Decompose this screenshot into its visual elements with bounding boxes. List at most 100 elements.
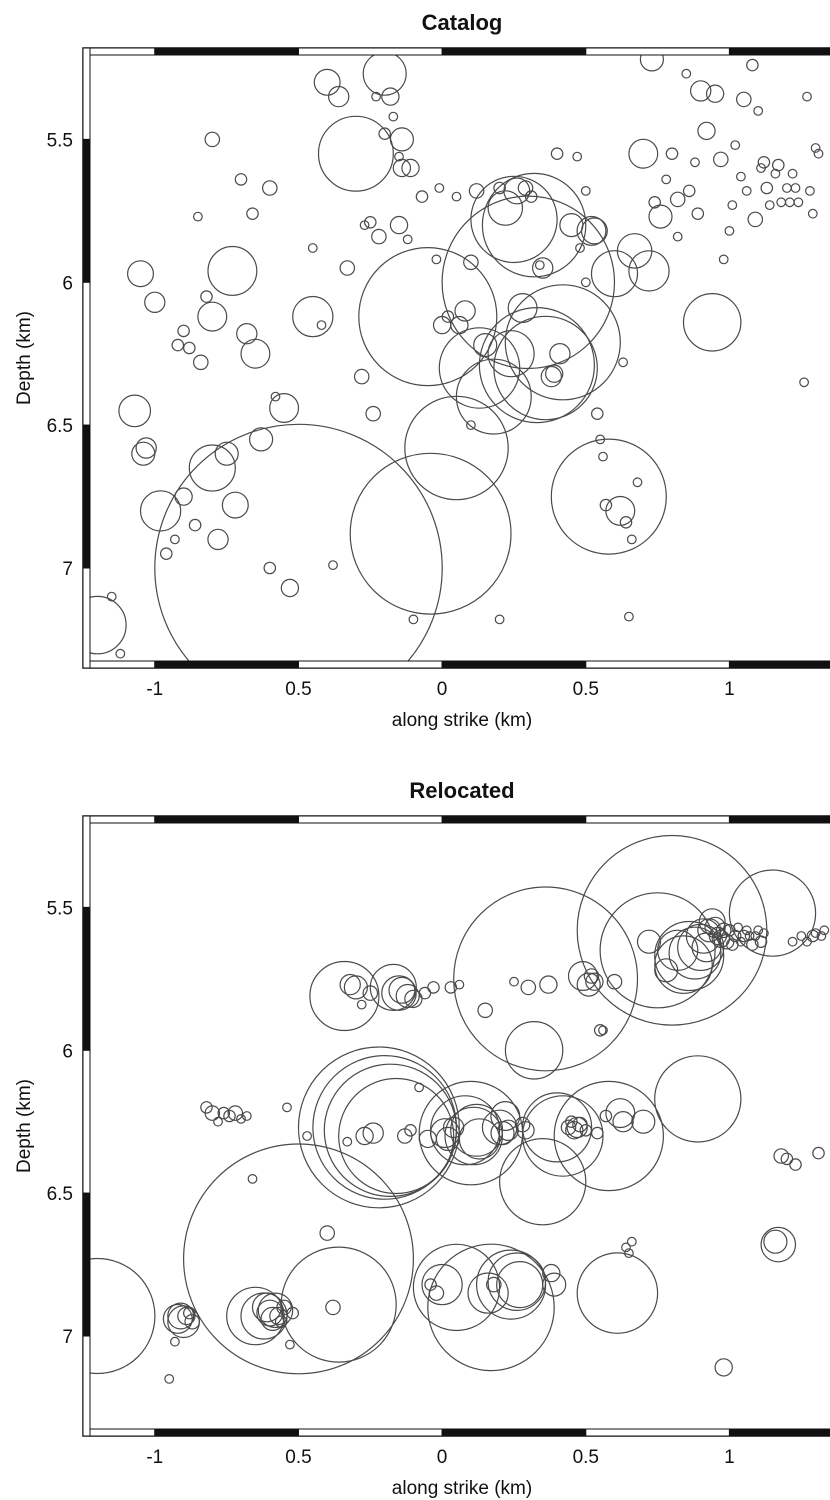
event-circle: [362, 1122, 384, 1144]
event-circle: [389, 127, 414, 152]
event-circle: [559, 213, 584, 238]
event-circle: [285, 1339, 295, 1350]
plot-frame-inner: [89, 54, 830, 662]
event-circle: [412, 1243, 501, 1332]
event-circle: [381, 975, 417, 1011]
event-circle: [780, 1152, 794, 1166]
event-circle: [509, 976, 519, 987]
event-circle: [234, 173, 248, 186]
event-circle: [392, 158, 412, 178]
frame-bar-bottom: [154, 1428, 299, 1437]
frame-bar-top: [728, 47, 830, 56]
event-points: [83, 834, 830, 1384]
event-circle: [177, 324, 190, 338]
event-circle: [612, 1110, 634, 1133]
event-circle: [487, 190, 524, 226]
event-circle: [672, 231, 683, 242]
event-circle: [560, 1119, 577, 1136]
event-circle: [227, 1105, 244, 1121]
event-circle: [339, 260, 356, 276]
event-circle: [349, 452, 512, 615]
event-circle: [126, 260, 154, 288]
event-circle: [549, 343, 571, 365]
event-circle: [567, 960, 598, 991]
frame-bar-left: [82, 1335, 91, 1437]
event-circle: [309, 960, 380, 1032]
event-circle: [524, 190, 538, 203]
event-circle: [572, 151, 583, 162]
frame-bar-bottom: [82, 1428, 156, 1437]
event-circle: [274, 1315, 288, 1328]
event-circle: [764, 200, 775, 211]
event-circle: [280, 578, 300, 598]
event-circle: [381, 87, 400, 106]
event-circle: [799, 377, 809, 388]
event-points: [83, 48, 824, 668]
event-circle: [532, 257, 554, 279]
event-circle: [636, 929, 662, 954]
event-circle: [487, 330, 535, 378]
event-circle: [292, 295, 334, 338]
event-circle: [371, 228, 387, 245]
event-circle: [657, 929, 699, 972]
event-circle: [213, 1116, 223, 1127]
event-circle: [415, 190, 429, 203]
event-circle: [807, 208, 818, 219]
x-tick-label: 1: [724, 1447, 735, 1468]
frame-bar-left: [82, 424, 91, 569]
event-circle: [454, 979, 465, 990]
event-circle: [217, 1106, 231, 1120]
frame-bar-top: [154, 47, 299, 56]
event-circle: [270, 391, 281, 402]
event-circle: [624, 1248, 634, 1258]
event-circle: [164, 1373, 175, 1384]
event-circle: [580, 277, 591, 288]
event-circle: [593, 1024, 607, 1037]
frame-bar-left: [82, 815, 91, 908]
y-tick-label: 5.5: [47, 130, 73, 151]
event-circle: [733, 922, 743, 933]
event-circle: [408, 614, 419, 625]
event-circle: [269, 1306, 288, 1326]
event-circle: [590, 1126, 604, 1140]
x-tick-label: 1: [724, 679, 735, 700]
x-tick-label: -1: [146, 1447, 163, 1468]
event-circle: [353, 368, 370, 385]
event-circle: [648, 204, 673, 229]
event-circle: [782, 183, 792, 193]
event-circle: [401, 158, 420, 178]
event-circle: [805, 185, 815, 196]
event-circle: [576, 834, 768, 1026]
event-circle: [628, 250, 670, 292]
event-circle: [261, 180, 278, 196]
frame-bar-left: [82, 138, 91, 283]
event-circle: [753, 925, 764, 936]
event-circle: [207, 528, 229, 551]
event-circle: [106, 591, 117, 602]
event-circle: [389, 215, 409, 235]
event-circle: [236, 323, 258, 345]
event-circle: [421, 1263, 463, 1306]
event-circle: [307, 243, 318, 253]
event-circle: [485, 1276, 502, 1293]
frame-bar-bottom: [82, 660, 156, 669]
event-circle: [787, 168, 798, 179]
event-circle: [682, 292, 742, 352]
event-circle: [188, 444, 236, 492]
event-circle: [521, 1092, 593, 1163]
event-circle: [705, 84, 725, 103]
frame-bar-bottom: [441, 1428, 587, 1437]
event-circle: [177, 1306, 196, 1326]
event-circle: [402, 234, 413, 245]
event-circle: [631, 1109, 656, 1134]
event-circle: [540, 365, 563, 388]
event-circle: [712, 151, 729, 168]
event-circle: [493, 315, 598, 421]
event-circle: [624, 611, 634, 622]
event-circle: [504, 1021, 564, 1080]
event-circle: [404, 1124, 417, 1137]
event-circle: [759, 928, 769, 938]
event-circle: [632, 477, 643, 488]
event-circle: [605, 1098, 636, 1129]
event-circle: [735, 91, 752, 108]
